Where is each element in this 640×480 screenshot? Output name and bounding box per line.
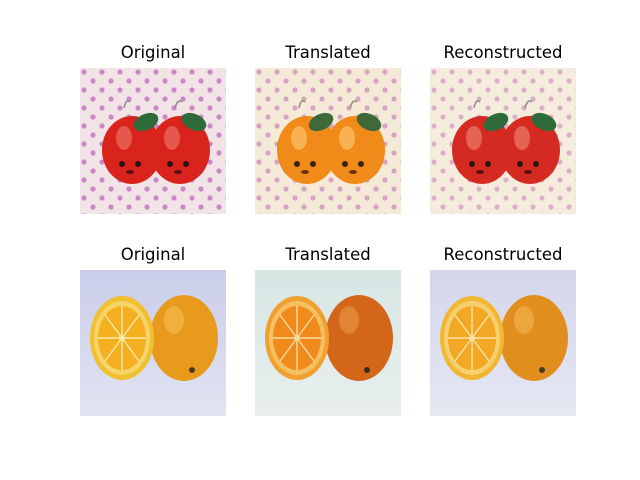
- image-reconstructed-apples: [430, 68, 576, 214]
- panel-title-original-row2: Original: [120, 245, 186, 264]
- image-translated-oranges: [255, 270, 401, 416]
- panel-title-translated-row1: Translated: [285, 43, 371, 62]
- panel-title-translated-row2: Translated: [285, 245, 371, 264]
- image-original-oranges: [80, 270, 226, 416]
- image-translated-apples: [255, 68, 401, 214]
- image-reconstructed-oranges: [430, 270, 576, 416]
- image-original-apples: [80, 68, 226, 214]
- panel-title-reconstructed-row1: Reconstructed: [443, 43, 563, 62]
- panel-title-reconstructed-row2: Reconstructed: [443, 245, 563, 264]
- panel-title-original-row1: Original: [120, 43, 186, 62]
